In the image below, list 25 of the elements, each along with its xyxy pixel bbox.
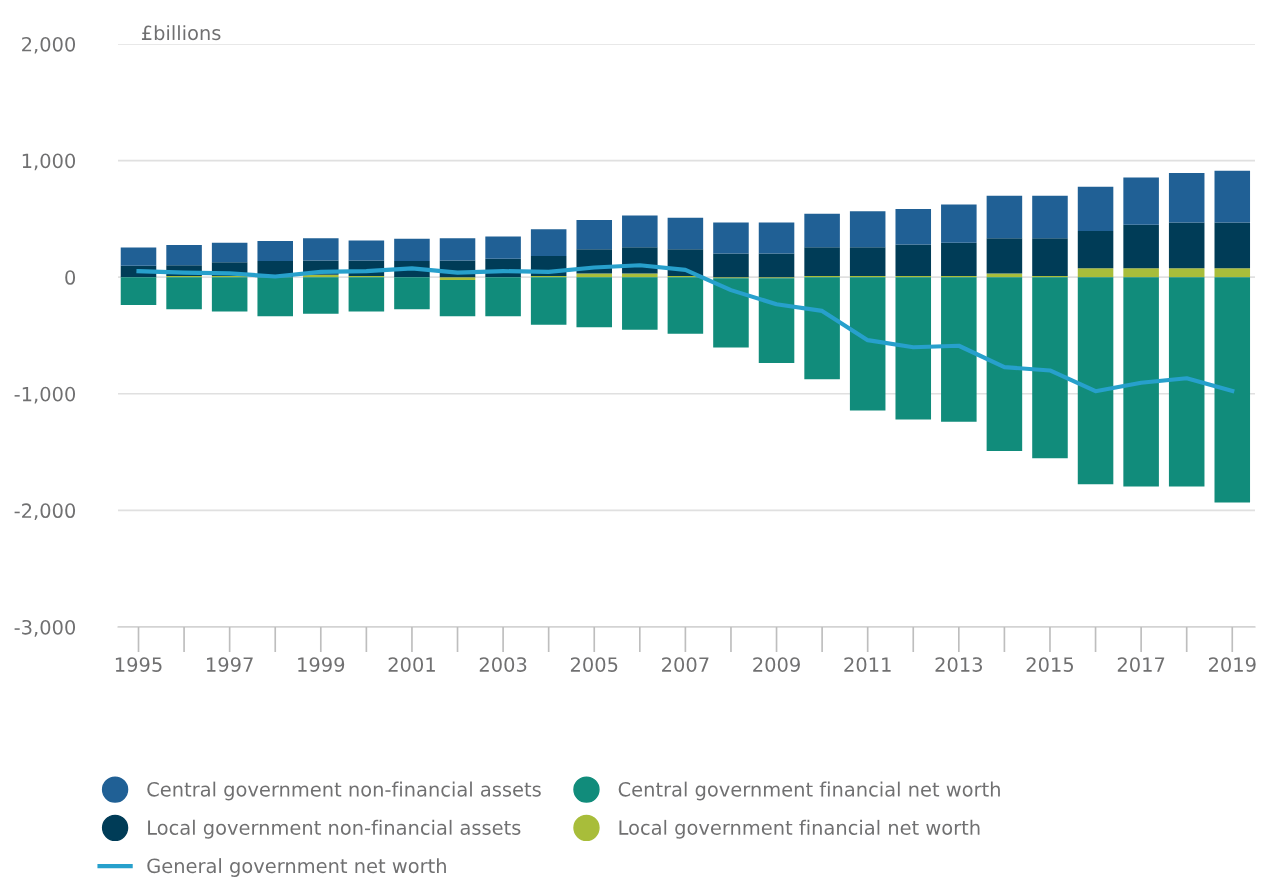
x-tick-label: 2015 xyxy=(1026,657,1074,672)
y-tick-label: -3,000 xyxy=(14,619,76,637)
x-tick-label: 2019 xyxy=(1208,657,1256,672)
x-tick-label: 2013 xyxy=(935,657,983,672)
x-tick-label: 2017 xyxy=(1117,657,1165,672)
x-tick-label: 2011 xyxy=(844,657,891,672)
y-tick-label: -1,000 xyxy=(14,386,76,404)
x-tick-label: 2009 xyxy=(753,657,800,672)
x-tick-label: 2007 xyxy=(662,657,709,672)
y-axis-title: £billions xyxy=(141,25,221,41)
legend-label: Local government non-financial assets xyxy=(148,819,521,839)
x-tick-label: 2003 xyxy=(479,657,527,672)
y-tick-label: 2,000 xyxy=(22,36,76,54)
legend-label: Central government financial net worth xyxy=(618,781,1000,801)
legend-label: Central government non-financial assets xyxy=(147,781,541,801)
legend-label: Local government financial net worth xyxy=(619,819,980,839)
x-tick-label: 1995 xyxy=(115,657,162,672)
y-tick-label: 0 xyxy=(65,270,76,285)
y-tick-label: 1,000 xyxy=(22,153,76,171)
y-tick-label: -2,000 xyxy=(14,503,76,521)
legend-label: General government net worth xyxy=(147,858,446,877)
x-tick-label: 1997 xyxy=(207,657,253,672)
x-tick-label: 1999 xyxy=(298,657,345,672)
x-tick-label: 2005 xyxy=(570,657,618,672)
x-tick-label: 2001 xyxy=(388,657,435,672)
